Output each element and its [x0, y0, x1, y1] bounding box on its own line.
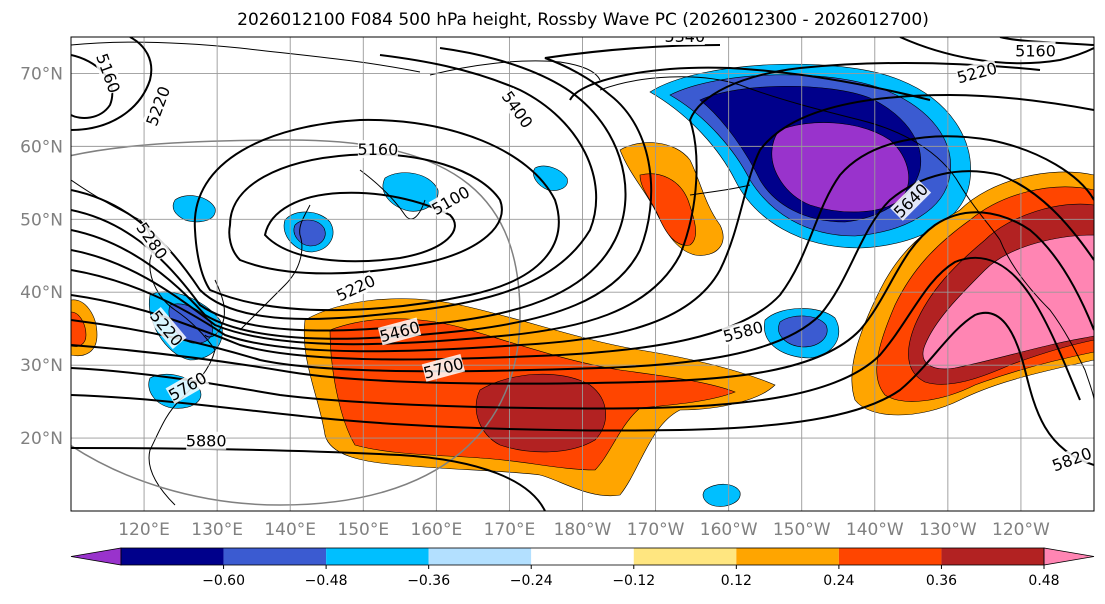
longitude-tick-label: 130°E [191, 520, 243, 540]
height-contour-5820 [71, 312, 1094, 466]
shaded-anomalies [71, 63, 1094, 507]
height-contour-5880 [71, 447, 546, 511]
longitude-tick-label: 160°E [411, 520, 463, 540]
colorbar-tick-label: 0.36 [926, 573, 957, 589]
negative-cell-kamchatka-sea [533, 165, 568, 191]
negative-cell-manchuria [172, 195, 216, 223]
longitude-tick-label: 170°E [484, 520, 536, 540]
latitude-tick-label: 20°N [20, 429, 63, 449]
height-contour-5220 [193, 118, 560, 312]
colorbar-extend-low [70, 547, 122, 566]
map-panel: 5160522051605100528052205220540053405220… [71, 27, 1094, 511]
latitude-labels: 70°N 60°N 50°N 40°N 30°N 20°N [20, 64, 63, 449]
colorbar-tick-label: −0.24 [510, 573, 553, 589]
contour-label: 5160 [1015, 41, 1056, 61]
height-contour-5700 [71, 211, 1094, 385]
colorbar-tick-label: −0.36 [407, 573, 450, 589]
great-circle [71, 139, 521, 506]
colorbar-tick-label: 0.48 [1028, 573, 1059, 589]
colorbar-segment [121, 548, 224, 565]
latitude-tick-label: 30°N [20, 356, 63, 376]
negative-cell-south [702, 483, 741, 507]
longitude-tick-label: 170°W [627, 520, 685, 540]
longitude-tick-label: 150°E [337, 520, 389, 540]
positive-anomaly-subtropics-core [475, 373, 606, 453]
coastline-japan [239, 204, 311, 331]
height-contour-5280 [71, 54, 598, 320]
colorbar-segment [838, 548, 942, 565]
longitude-labels: 120°E 130°E 140°E 150°E 160°E 170°E 180°W 170°W… [118, 520, 1050, 540]
height-contour-polar-5160 [71, 54, 114, 119]
latitude-tick-label: 60°N [20, 137, 63, 157]
height-contour-alaska-ring [569, 66, 931, 101]
coastline-na-west [999, 239, 1094, 401]
colorbar-segment [736, 548, 839, 565]
colorbar-segment [941, 548, 1044, 565]
latitude-tick-label: 40°N [20, 283, 63, 303]
height-contour-5340 [71, 47, 627, 332]
height-contour-arctic-5220 [899, 37, 1094, 65]
contour-label: 5880 [186, 431, 227, 451]
height-contour-5400 [71, 44, 721, 340]
longitude-tick-label: 180°W [554, 520, 612, 540]
map-frame [70, 36, 1095, 512]
colorbar: −0.60 −0.48 −0.36 −0.24 −0.12 0.12 0.24 0.36 0.4… [70, 547, 1095, 589]
height-contour-5760 [71, 256, 1081, 410]
colorbar-extend-high [1043, 547, 1095, 566]
coastline-siberia-north [71, 41, 421, 73]
colorbar-tick-label: 0.24 [823, 573, 854, 589]
colorbar-tick-label: 0.12 [721, 573, 752, 589]
colorbar-tick-label: −0.12 [612, 573, 655, 589]
contour-label: 5160 [358, 140, 399, 159]
longitude-tick-label: 140°E [264, 520, 316, 540]
height-contour-5520 [71, 93, 1094, 353]
longitude-tick-label: 130°W [919, 520, 977, 540]
longitude-tick-label: 160°W [700, 520, 758, 540]
contour-label-text: 5160 [358, 140, 399, 159]
colorbar-segment [223, 548, 327, 565]
coastline-kamchatka [359, 169, 426, 220]
coastline-alaska [599, 76, 1001, 241]
contour-label-text: 5160 [1015, 42, 1056, 61]
height-contour-5160 [228, 153, 503, 275]
colorbar-segment [531, 548, 634, 565]
contour-label: 5340 [664, 27, 705, 46]
latitude-tick-label: 50°N [20, 210, 63, 230]
colorbar-segment [326, 548, 429, 565]
longitude-tick-label: 120°W [992, 520, 1050, 540]
colorbar-segment [633, 548, 737, 565]
colorbar-tick-label: −0.60 [202, 573, 245, 589]
contour-label-text: 5340 [664, 27, 705, 46]
contour-label-text: 5880 [186, 432, 227, 451]
height-contour-5100 [263, 191, 456, 263]
negative-cell-japan-core [293, 219, 326, 247]
figure-title: 2026012100 F084 500 hPa height, Rossby W… [237, 10, 929, 30]
colorbar-segment [428, 548, 532, 565]
height-contours [71, 37, 1094, 511]
colorbar-tick-label: −0.48 [305, 573, 348, 589]
height-contour-polar-5220 [71, 37, 153, 131]
height-contour-5460 [71, 61, 1041, 346]
latitude-tick-label: 70°N [20, 64, 63, 84]
coastline-arctic [429, 60, 601, 81]
longitude-tick-label: 150°W [773, 520, 831, 540]
longitude-tick-label: 120°E [118, 520, 170, 540]
longitude-tick-label: 140°W [846, 520, 904, 540]
colorbar-frame [120, 547, 1045, 566]
height-contour-5640 [71, 170, 1094, 373]
